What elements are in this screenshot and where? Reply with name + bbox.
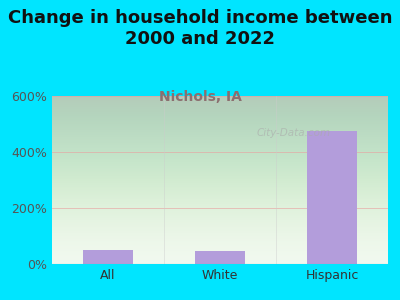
Text: Change in household income between
2000 and 2022: Change in household income between 2000 …: [8, 9, 392, 48]
Bar: [195, 251, 245, 264]
Text: Nichols, IA: Nichols, IA: [158, 90, 242, 104]
Bar: [83, 250, 133, 264]
Bar: [307, 131, 357, 264]
Text: City-Data.com: City-Data.com: [257, 128, 331, 138]
